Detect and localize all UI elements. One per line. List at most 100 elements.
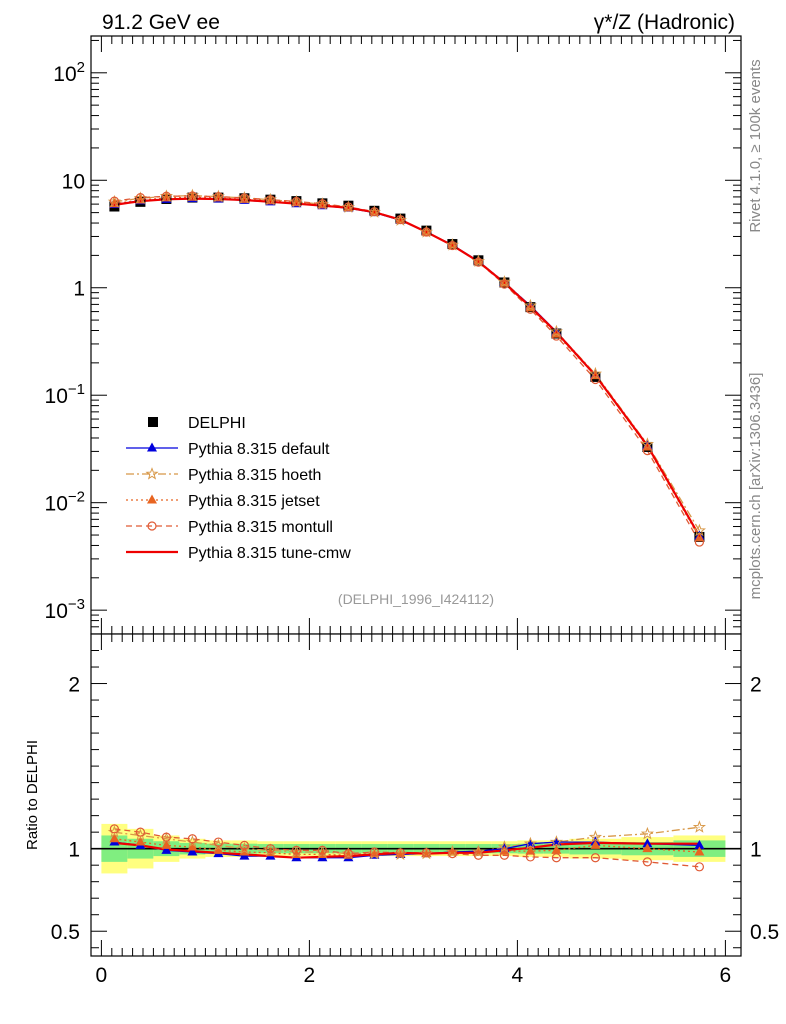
ratio-marker-montull: [213, 837, 223, 847]
main-marker-montull: [642, 446, 653, 456]
ratio-y-tick-label-left: 1: [68, 839, 80, 862]
main-marker-montull: [421, 227, 431, 237]
ratio-marker-montull: [317, 845, 327, 855]
ratio-marker-montull: [369, 847, 379, 857]
x-tick-label: 0: [96, 964, 108, 987]
ratio-y-tick-label-left: 2: [68, 674, 80, 697]
main-marker-hoeth: [523, 298, 537, 312]
rivet-version-label: Rivet 4.1.0, ≥ 100k events: [747, 59, 764, 232]
x-tick-label: 6: [720, 964, 732, 987]
title-left: 91.2 GeV ee: [102, 11, 220, 34]
analysis-watermark: (DELPHI_1996_I424112): [338, 591, 494, 607]
main-y-tick-label: 10−1: [45, 381, 85, 408]
ratio-marker-hoeth: [523, 836, 537, 850]
legend: DELPHI Pythia 8.315 default Pythia 8.315 h…: [126, 415, 351, 562]
ratio-series-markers: [107, 820, 706, 872]
ratio-marker-montull: [109, 824, 120, 834]
ratio-marker-montull: [590, 853, 601, 863]
main-y-tick-label: 102: [53, 59, 85, 86]
legend-entry-default: Pythia 8.315 default: [126, 441, 330, 458]
ratio-marker-hoeth: [640, 826, 654, 840]
title-right: γ*/Z (Hadronic): [594, 11, 735, 34]
legend-entry-jetset: Pythia 8.315 jetset: [126, 493, 320, 510]
ratio-marker-montull: [187, 834, 197, 844]
ratio-marker-hoeth: [588, 830, 602, 843]
main-marker-hoeth: [549, 324, 563, 338]
ratio-marker-jetset: [525, 845, 536, 855]
main-marker-montull: [395, 215, 405, 225]
ratio-y-tick-label-right: 0.5: [750, 921, 779, 944]
main-marker-montull: [525, 304, 536, 314]
ratio-marker-montull: [499, 850, 509, 860]
ratio-marker-montull: [694, 862, 705, 872]
main-marker-hoeth: [497, 275, 511, 288]
ratio-marker-montull: [421, 848, 431, 858]
main-marker-montull: [265, 195, 275, 205]
main-marker-montull: [369, 207, 379, 217]
main-marker-hoeth: [471, 254, 485, 267]
ratio-marker-montull: [473, 850, 483, 860]
main-marker-montull: [473, 257, 483, 267]
ratio-marker-montull: [135, 827, 145, 837]
ratio-marker-default: [694, 839, 705, 849]
main-marker-montull: [239, 193, 249, 203]
ratio-marker-jetset: [590, 839, 601, 849]
ratio-marker-jetset: [213, 844, 224, 854]
main-frame: [90, 35, 742, 635]
legend-label-default: Pythia 8.315 default: [188, 441, 330, 458]
main-marker-montull: [499, 279, 509, 289]
legend-entry-hoeth: Pythia 8.315 hoeth: [126, 467, 321, 484]
main-marker-montull: [694, 537, 705, 547]
ratio-marker-hoeth: [549, 835, 563, 848]
main-axis-ticks: 10−3 10−2 10−1 1 10 102: [45, 36, 741, 635]
ratio-y-tick-label-left: 0.5: [51, 921, 80, 944]
ratio-frame: [90, 633, 742, 957]
mcplots-source-label: mcplots.cern.ch [arXiv:1306.3436]: [747, 373, 764, 600]
ratio-marker-hoeth: [497, 840, 511, 853]
ratio-marker-montull: [343, 849, 353, 859]
ratio-background: [91, 634, 741, 956]
main-marker-montull: [447, 240, 457, 251]
ratio-marker-jetset: [187, 841, 198, 851]
main-marker-montull: [317, 199, 327, 209]
x-tick-label: 4: [512, 964, 524, 987]
ratio-panel: 0.5 0.5 1 1 2 2 0 2 4 6 Ratio to DELPHI: [24, 633, 779, 987]
legend-marker-default: [147, 442, 157, 452]
main-marker-montull: [187, 191, 197, 201]
main-series-markers: [107, 188, 706, 547]
main-y-tick-label: 1: [73, 278, 85, 301]
ratio-marker-montull: [395, 848, 405, 858]
main-y-tick-label: 10−3: [45, 596, 85, 623]
ratio-marker-montull: [525, 852, 536, 862]
main-marker-montull: [291, 196, 301, 207]
ratio-marker-montull: [551, 853, 562, 863]
legend-entry-data: DELPHI: [148, 415, 246, 432]
ratio-marker-montull: [642, 857, 653, 867]
ratio-marker-jetset: [109, 833, 120, 843]
ratio-marker-montull: [161, 832, 171, 842]
main-panel: 10−3 10−2 10−1 1 10 102 (DELPHI_1996_I424112)…: [45, 35, 742, 635]
ratio-marker-jetset: [642, 843, 653, 853]
legend-marker-hoeth: [145, 467, 159, 480]
ratio-marker-montull: [447, 849, 457, 859]
ratio-marker-default: [187, 846, 198, 856]
legend-label-montull: Pythia 8.315 montull: [188, 519, 333, 536]
main-y-tick-label: 10−2: [45, 489, 85, 516]
ratio-marker-default: [161, 844, 172, 854]
ratio-axis-ticks: 0.5 0.5 1 1 2 2 0 2 4 6: [51, 634, 779, 987]
ratio-marker-default: [642, 838, 653, 848]
ratio-marker-montull: [239, 840, 249, 850]
legend-label-data: DELPHI: [188, 415, 246, 432]
ratio-y-axis-label: Ratio to DELPHI: [24, 740, 41, 850]
main-marker-montull: [213, 191, 223, 202]
ratio-y-tick-label-right: 1: [750, 839, 762, 862]
legend-label-hoeth: Pythia 8.315 hoeth: [188, 467, 321, 484]
ratio-marker-jetset: [551, 844, 562, 854]
main-y-tick-label: 10: [62, 170, 85, 193]
ratio-y-tick-label-right: 2: [750, 674, 762, 697]
ratio-marker-montull: [291, 845, 301, 855]
ratio-marker-montull: [265, 844, 275, 854]
legend-entry-montull: Pythia 8.315 montull: [126, 519, 333, 536]
legend-label-jetset: Pythia 8.315 jetset: [188, 493, 320, 510]
legend-label-cmw: Pythia 8.315 tune-cmw: [188, 545, 351, 562]
